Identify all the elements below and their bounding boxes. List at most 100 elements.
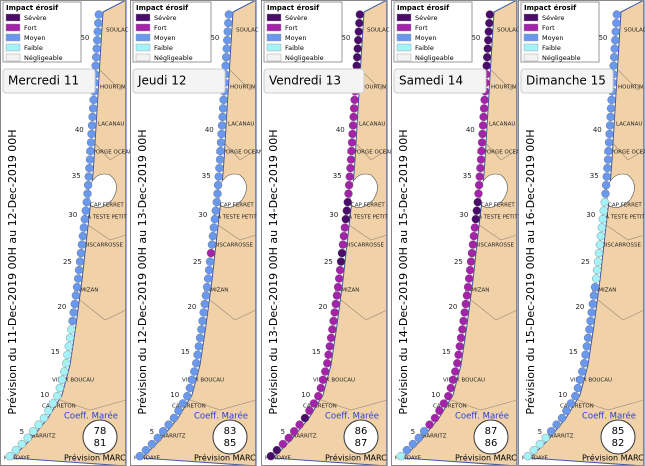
- border: [482, 139, 518, 161]
- place-name: LA TESTE PETIT: [345, 215, 388, 221]
- coeff-label: Coeff. Marée: [455, 411, 509, 422]
- place-name: HENDAYE: [265, 456, 292, 462]
- impact-dot: [476, 163, 485, 173]
- impact-dot: [63, 350, 72, 359]
- impact-dot: [344, 180, 354, 190]
- legend-swatch: [5, 33, 21, 42]
- place-name: CAPBRETON: [42, 404, 76, 410]
- impact-dot: [610, 53, 619, 62]
- km-label: 10: [558, 391, 567, 399]
- impact-dot: [602, 172, 611, 181]
- impact-dot: [204, 274, 213, 283]
- impact-dot: [272, 445, 282, 455]
- impact-dot: [588, 299, 597, 309]
- km-label: 15: [569, 348, 578, 356]
- legend-swatch: [5, 53, 21, 62]
- legend-title: Impact érosif: [267, 4, 320, 12]
- impact-dot: [93, 27, 102, 36]
- border: [470, 299, 518, 321]
- km-label: 35: [333, 172, 342, 180]
- impact-dot: [592, 274, 601, 283]
- impact-dot: [85, 155, 95, 164]
- km-label: 25: [63, 258, 72, 266]
- place-name: VIEUX BOUCAU: [570, 378, 612, 384]
- impact-dot: [83, 189, 92, 198]
- impact-dot: [414, 433, 423, 443]
- impact-dot: [448, 375, 458, 384]
- impact-dot: [135, 452, 144, 461]
- bassin: [217, 173, 247, 208]
- day-label: Vendredi 13: [269, 74, 341, 88]
- coeff-value: 86: [485, 438, 498, 449]
- place-name: LEPORGE OCEAN: [477, 150, 524, 156]
- km-label: 25: [454, 258, 463, 266]
- impact-dot: [185, 383, 195, 393]
- impact-dot: [580, 359, 589, 368]
- place-name: BIARRITZ: [548, 434, 574, 440]
- impact-dot: [611, 27, 620, 36]
- impact-dot: [353, 53, 362, 62]
- coeff-value: 78: [94, 426, 107, 437]
- impact-dot: [455, 342, 464, 351]
- impact-dot: [330, 308, 339, 317]
- place-name: BIARRITZ: [30, 434, 56, 440]
- legend-swatch: [396, 33, 412, 42]
- place-name: LEPORGE OCEAN: [86, 150, 133, 156]
- map-panel: SOULAC HOURTIN LACANAU LEPORGE OCEAN CAP FER…: [261, 0, 394, 466]
- place-name: VIEUX BOUCAU: [182, 378, 224, 384]
- km-label: 20: [57, 303, 66, 311]
- impact-dot: [219, 95, 228, 105]
- legend-label: Fort: [542, 24, 555, 32]
- impact-dot: [583, 333, 593, 343]
- impact-dot: [67, 325, 76, 334]
- impact-dot: [475, 172, 484, 181]
- impact-dot: [523, 452, 532, 461]
- km-label: 35: [202, 172, 211, 180]
- impact-dot: [435, 406, 444, 415]
- coeff-value: 87: [355, 438, 368, 449]
- impact-dot: [482, 61, 491, 70]
- impact-dot: [582, 342, 591, 351]
- impact-dot: [599, 206, 608, 215]
- legend-swatch: [135, 53, 151, 62]
- impact-dot: [479, 104, 489, 113]
- legend-label: Négligeable: [24, 54, 63, 62]
- impact-dot: [607, 95, 616, 105]
- impact-dot: [348, 129, 357, 139]
- impact-dot: [224, 10, 233, 19]
- impact-dot: [476, 155, 486, 164]
- impact-dot: [326, 333, 336, 343]
- impact-dot: [193, 350, 202, 359]
- impact-dot: [204, 265, 214, 275]
- km-label: 35: [72, 172, 81, 180]
- impact-dot: [601, 180, 611, 190]
- border: [209, 299, 257, 321]
- bassin: [348, 173, 378, 208]
- km-label: 30: [329, 211, 338, 219]
- border: [189, 399, 257, 411]
- impact-dot: [91, 61, 100, 70]
- place-name: LEPORGE OCEAN: [216, 150, 263, 156]
- place-name: BIARRITZ: [291, 434, 317, 440]
- impact-dot: [62, 359, 71, 368]
- impact-dot: [153, 433, 162, 443]
- legend-title: Impact érosif: [6, 4, 59, 12]
- legend-label: Sévère: [415, 14, 438, 22]
- day-box: [393, 68, 487, 94]
- impact-dot: [305, 406, 314, 415]
- impact-dot: [337, 248, 347, 258]
- legend-label: Moyen: [542, 34, 564, 42]
- impact-dot: [344, 189, 353, 198]
- legend-title: Impact érosif: [136, 4, 189, 12]
- km-label: 5: [20, 428, 24, 436]
- legend-title: Impact érosif: [397, 4, 450, 12]
- km-label: 5: [411, 428, 415, 436]
- place-name: CAP FERRET: [220, 203, 254, 209]
- impact-dot: [17, 439, 27, 449]
- impact-dot: [28, 427, 38, 436]
- impact-dot: [348, 121, 358, 130]
- impact-dot: [606, 112, 615, 122]
- coeff-label: Coeff. Marée: [194, 411, 248, 422]
- legend-swatch: [266, 13, 282, 22]
- legend-swatch: [135, 33, 151, 42]
